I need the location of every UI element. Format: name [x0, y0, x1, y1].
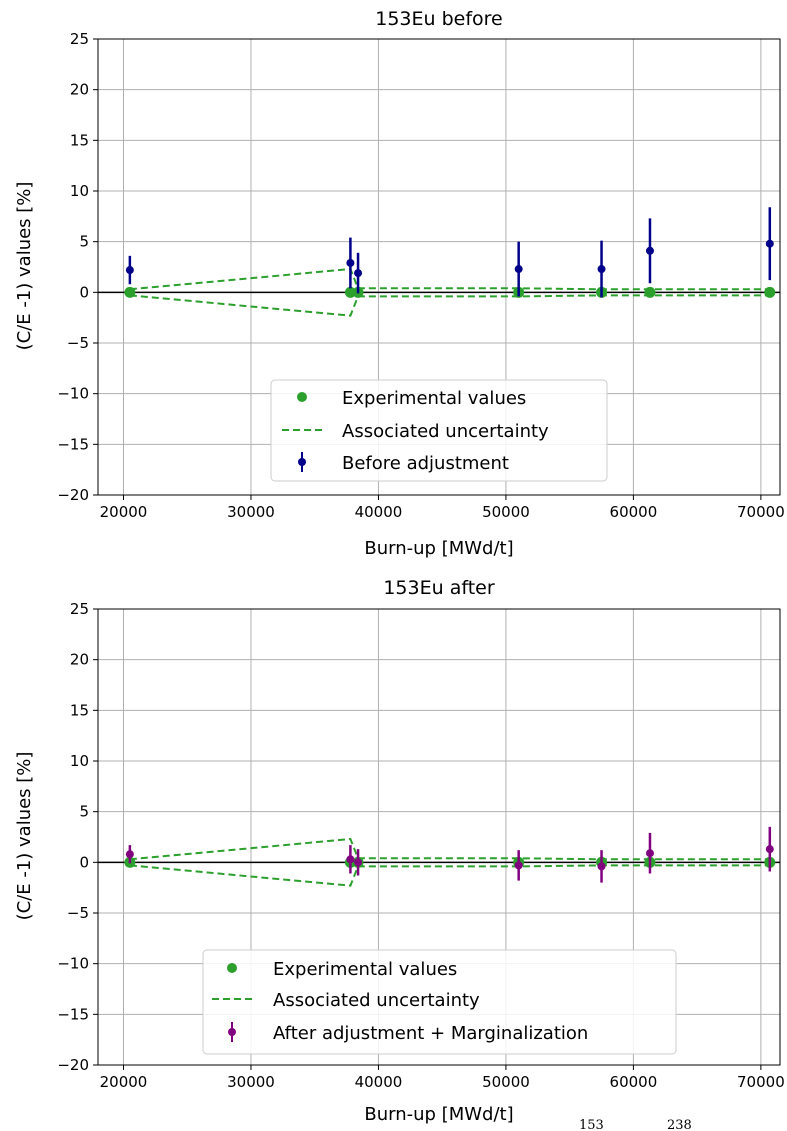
legend-after-marker — [228, 1028, 236, 1036]
x-tick-label: 70000 — [737, 1073, 785, 1091]
y-tick-label: −5 — [67, 904, 89, 922]
y-tick-label: 20 — [70, 81, 89, 99]
errorbar-point — [597, 862, 606, 871]
errorbar-point — [125, 266, 134, 275]
experimental-point — [644, 286, 656, 298]
plot-frame — [97, 608, 781, 1066]
y-tick-label: −10 — [57, 955, 89, 973]
legend: Experimental values Associated uncertain… — [270, 379, 608, 482]
x-tick-label: 50000 — [482, 503, 530, 521]
y-tick-label: −20 — [57, 486, 89, 504]
x-tick-label: 30000 — [227, 1073, 275, 1091]
experimental-markers — [124, 286, 776, 298]
y-tick-label: −10 — [57, 385, 89, 403]
uncertainty-upper-line — [129, 837, 770, 861]
x-tick-label: 70000 — [737, 503, 785, 521]
x-tick-label: 20000 — [100, 1073, 148, 1091]
errorbar-series — [125, 207, 774, 298]
chart-title: 153Eu before — [375, 8, 503, 30]
errorbar-point — [125, 850, 134, 859]
y-tick-label: 25 — [70, 30, 89, 48]
y-tick-label: 10 — [70, 752, 89, 770]
errorbar-point — [597, 265, 606, 274]
errorbar-point — [514, 861, 523, 870]
x-ticks: 20000 30000 40000 50000 60000 70000 — [100, 1065, 785, 1091]
x-tick-label: 60000 — [610, 1073, 658, 1091]
chart-before: 153Eu before 20000 30000 40000 50000 60000 70… — [14, 8, 785, 559]
chart-after: 153Eu after 20000 30000 40000 50000 60000 700… — [14, 577, 785, 1125]
errorbar-point — [645, 246, 654, 255]
errorbar-point — [765, 239, 774, 248]
caption-superscript-a: 153 — [579, 1118, 604, 1131]
x-tick-label: 50000 — [482, 1073, 530, 1091]
plot-frame — [97, 38, 781, 496]
uncertainty-lower-line — [129, 294, 770, 317]
experimental-point — [764, 286, 776, 298]
errorbar-series — [125, 826, 774, 883]
y-axis-label: (C/E -1) values [%] — [14, 182, 35, 351]
experimental-point — [344, 286, 356, 298]
y-tick-label: 20 — [70, 651, 89, 669]
errorbar-point — [514, 265, 523, 274]
y-tick-label: 25 — [70, 600, 89, 618]
x-tick-label: 30000 — [227, 503, 275, 521]
y-tick-label: −5 — [67, 334, 89, 352]
x-axis-label: Burn-up [MWd/t] — [364, 538, 513, 559]
legend-box — [270, 379, 608, 482]
x-axis-label: Burn-up [MWd/t] — [364, 1104, 513, 1125]
y-axis-label: (C/E -1) values [%] — [14, 752, 35, 921]
legend-after-label: After adjustment + Marginalization — [273, 1023, 588, 1044]
y-tick-label: 0 — [79, 283, 89, 301]
legend-before-marker — [298, 458, 306, 466]
y-tick-label: 15 — [70, 131, 89, 149]
x-tick-label: 60000 — [610, 503, 658, 521]
errorbar-point — [354, 269, 363, 278]
x-tick-label: 20000 — [100, 503, 148, 521]
legend-experimental-marker — [297, 392, 307, 402]
x-tick-label: 40000 — [355, 1073, 403, 1091]
errorbar-point — [645, 849, 654, 858]
legend-experimental-label: Experimental values — [342, 388, 526, 409]
legend: Experimental values Associated uncertain… — [202, 949, 677, 1055]
y-tick-label: −15 — [57, 435, 89, 453]
y-tick-label: 15 — [70, 701, 89, 719]
errorbar-point — [354, 858, 363, 867]
y-tick-label: 5 — [79, 803, 89, 821]
caption-superscript-b: 238 — [667, 1118, 692, 1131]
y-tick-label: 0 — [79, 853, 89, 871]
legend-experimental-marker — [227, 963, 237, 973]
y-tick-label: 5 — [79, 233, 89, 251]
y-ticks: −20 −15 −10 −5 0 5 10 15 20 25 — [57, 600, 98, 1074]
y-tick-label: −20 — [57, 1056, 89, 1074]
errorbar-point — [765, 845, 774, 854]
legend-experimental-label: Experimental values — [273, 959, 457, 980]
legend-box — [202, 949, 677, 1055]
experimental-point — [124, 286, 136, 298]
legend-uncertainty-label: Associated uncertainty — [273, 990, 480, 1011]
uncertainty-lower-line — [129, 864, 770, 887]
legend-uncertainty-label: Associated uncertainty — [342, 421, 549, 442]
y-tick-label: 10 — [70, 182, 89, 200]
uncertainty-upper-line — [129, 267, 770, 291]
x-tick-label: 40000 — [355, 503, 403, 521]
y-ticks: −20 −15 −10 −5 0 5 10 15 20 25 — [57, 30, 98, 504]
chart-title: 153Eu after — [383, 577, 494, 599]
errorbar-point — [346, 258, 355, 267]
x-ticks: 20000 30000 40000 50000 60000 70000 — [100, 495, 785, 521]
errorbar-point — [346, 855, 355, 864]
y-tick-label: −15 — [57, 1005, 89, 1023]
legend-before-label: Before adjustment — [342, 453, 509, 474]
